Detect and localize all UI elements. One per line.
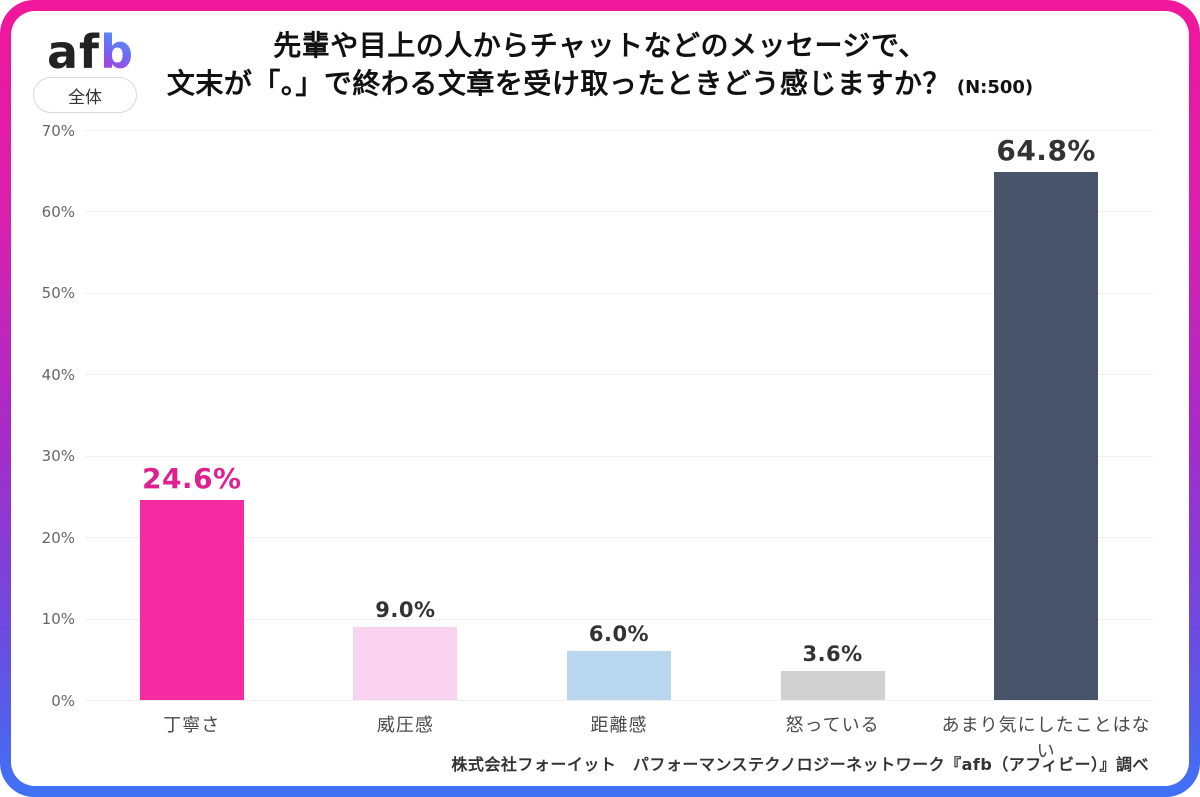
x-axis-category-label: 距離感 (590, 715, 648, 736)
scope-badge: 全体 (33, 77, 137, 113)
bar-group: 24.6% (85, 130, 299, 700)
x-axis-labels: 丁寧さ 威圧感 距離感 怒っている あまり気にしたことはない (85, 711, 1153, 763)
chart-title-line2: 文末が「。」で終わる文章を受け取ったときどう感じますか？ (N:500) (166, 67, 1034, 100)
bar-group: 9.0% (299, 130, 513, 700)
gridline: 70% (42, 122, 1153, 140)
afb-logo-b: b (100, 25, 134, 79)
gridline: 20% (42, 529, 1153, 547)
gridline: 10% (42, 610, 1153, 628)
scope-badge-label: 全体 (68, 87, 102, 108)
bar (353, 626, 458, 700)
bar (780, 670, 885, 700)
bar-value-label: 3.6% (802, 641, 863, 666)
gridline: 30% (42, 447, 1153, 465)
bar-group: 64.8% (939, 130, 1153, 700)
y-axis-tick-label: 30% (41, 447, 75, 466)
x-axis-category-label: あまり気にしたことはない (941, 715, 1151, 762)
bar (994, 172, 1099, 700)
x-axis-category-label: 怒っている (785, 715, 880, 736)
gridline: 40% (42, 366, 1153, 384)
bars-container: 24.6% 9.0% 6.0% 3.6% 64.8% (85, 130, 1153, 700)
bar-group: 3.6% (726, 130, 940, 700)
chart-panel: afb 全体 先輩や目上の人からチャットなどのメッセージで、 文末が「。」で終わ… (11, 11, 1189, 786)
chart-title: 先輩や目上の人からチャットなどのメッセージで、 文末が「。」で終わる文章を受け取… (151, 27, 1049, 107)
plot-area: 24.6% 9.0% 6.0% 3.6% 64.8% (42, 122, 1153, 710)
chart-title-line1: 先輩や目上の人からチャットなどのメッセージで、 (273, 29, 927, 62)
afb-logo: afb (47, 25, 134, 79)
x-axis-category-label: 威圧感 (376, 715, 434, 736)
y-axis-tick-label: 40% (41, 365, 75, 384)
y-axis-tick-label: 0% (51, 691, 75, 710)
y-axis-tick-label: 10% (41, 610, 75, 629)
bar (139, 499, 244, 700)
gridline: 50% (42, 284, 1153, 302)
y-axis-tick-label: 70% (41, 121, 75, 140)
afb-logo-af: af (47, 25, 101, 79)
bar (566, 651, 671, 700)
bar-value-label: 6.0% (588, 622, 650, 647)
bar-value-label: 24.6% (141, 461, 242, 495)
x-axis-category-label: 丁寧さ (163, 715, 221, 736)
gridline: 0% (51, 692, 1153, 710)
bar-value-label: 9.0% (375, 597, 436, 622)
y-axis-tick-label: 50% (41, 284, 75, 303)
bar-group: 6.0% (512, 130, 726, 700)
y-axis-tick-label: 60% (41, 202, 75, 221)
y-axis-tick-label: 20% (41, 528, 75, 547)
sample-size: (N:500) (956, 77, 1034, 98)
source-credit: 株式会社フォーイット パフォーマンステクノロジーネットワーク『afb（アフィビー… (451, 755, 1149, 774)
gridline: 60% (42, 203, 1153, 221)
bar-value-label: 64.8% (996, 134, 1096, 168)
